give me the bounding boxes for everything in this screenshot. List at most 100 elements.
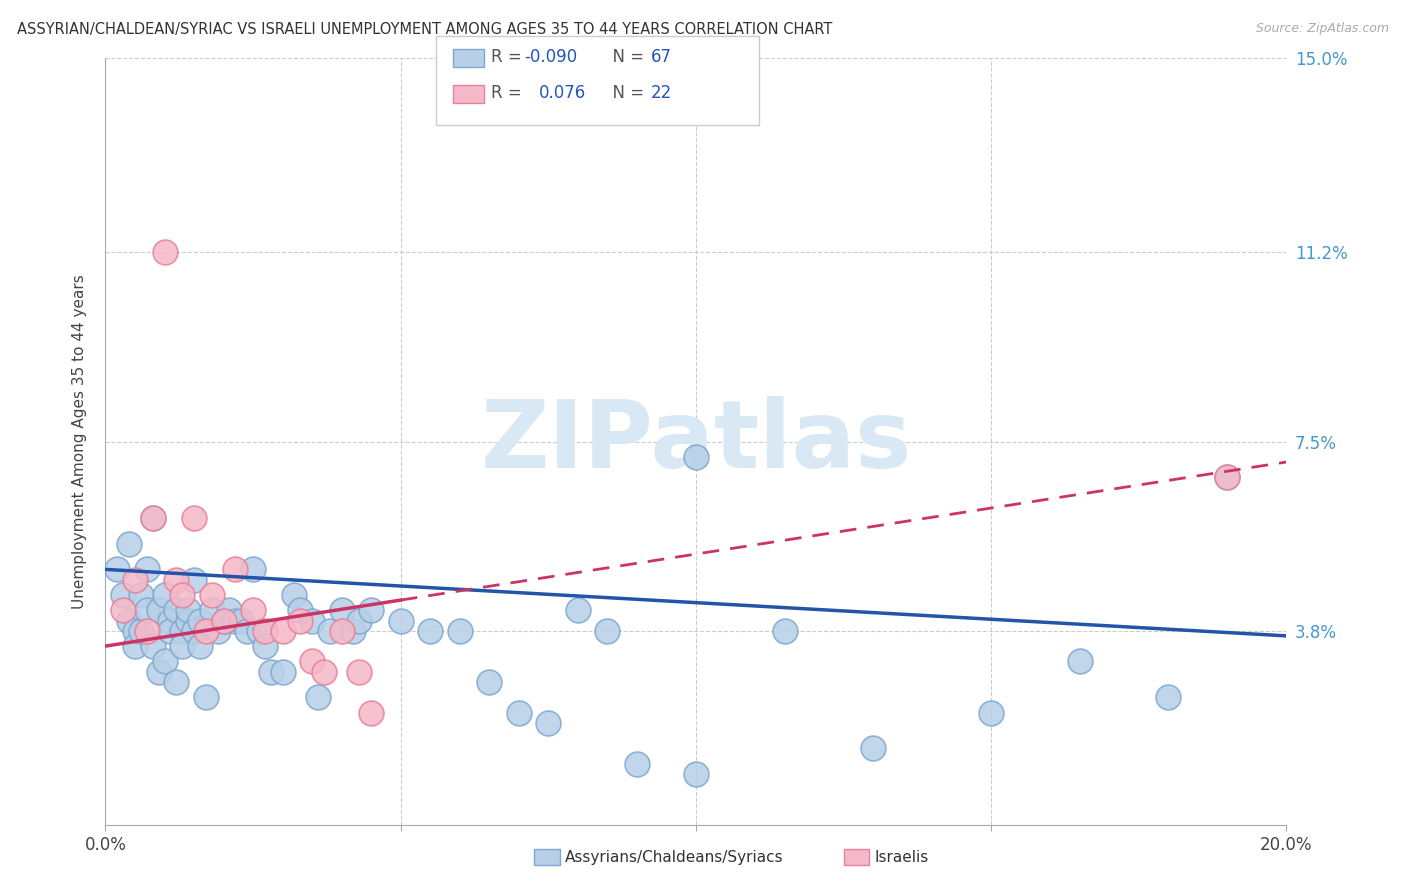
Point — [360, 706, 382, 720]
Point — [207, 624, 229, 638]
Point — [537, 715, 560, 730]
Point — [508, 706, 530, 720]
Point — [1216, 470, 1239, 484]
Point — [242, 603, 264, 617]
Point — [129, 624, 152, 638]
Point — [159, 624, 181, 638]
Point — [271, 624, 294, 638]
Point — [419, 624, 441, 638]
Point — [301, 655, 323, 669]
Point — [148, 665, 170, 679]
Point — [330, 603, 353, 617]
Point — [224, 614, 246, 628]
Point — [212, 614, 235, 628]
Point — [183, 511, 205, 525]
Point — [253, 639, 276, 653]
Text: ZIPatlas: ZIPatlas — [481, 395, 911, 488]
Point — [153, 588, 176, 602]
Point — [183, 624, 205, 638]
Text: R =: R = — [491, 84, 527, 102]
Point — [242, 562, 264, 576]
Point — [349, 665, 371, 679]
Point — [148, 603, 170, 617]
Point — [135, 562, 157, 576]
Point — [449, 624, 471, 638]
Point — [112, 603, 135, 617]
Point — [188, 639, 211, 653]
Point — [253, 624, 276, 638]
Point — [129, 588, 152, 602]
Text: 67: 67 — [651, 48, 672, 66]
Point — [567, 603, 589, 617]
Point — [118, 614, 141, 628]
Point — [283, 588, 305, 602]
Point — [112, 588, 135, 602]
Point — [307, 690, 329, 705]
Text: R =: R = — [491, 48, 527, 66]
Text: N =: N = — [602, 48, 650, 66]
Point — [349, 614, 371, 628]
Point — [231, 614, 253, 628]
Point — [201, 588, 224, 602]
Point — [153, 245, 176, 260]
Point — [685, 767, 707, 781]
Point — [194, 690, 217, 705]
Point — [626, 756, 648, 771]
Text: Source: ZipAtlas.com: Source: ZipAtlas.com — [1256, 22, 1389, 36]
Text: ASSYRIAN/CHALDEAN/SYRIAC VS ISRAELI UNEMPLOYMENT AMONG AGES 35 TO 44 YEARS CORRE: ASSYRIAN/CHALDEAN/SYRIAC VS ISRAELI UNEM… — [17, 22, 832, 37]
Point — [165, 573, 187, 587]
Point — [177, 603, 200, 617]
Point — [135, 603, 157, 617]
Point — [142, 639, 165, 653]
Point — [1157, 690, 1180, 705]
Point — [194, 624, 217, 638]
Text: 22: 22 — [651, 84, 672, 102]
Point — [142, 511, 165, 525]
Point — [247, 624, 270, 638]
Text: N =: N = — [602, 84, 650, 102]
Point — [142, 511, 165, 525]
Text: Assyrians/Chaldeans/Syriacs: Assyrians/Chaldeans/Syriacs — [565, 850, 783, 864]
Point — [165, 674, 187, 689]
Point — [177, 614, 200, 628]
Point — [342, 624, 364, 638]
Point — [188, 614, 211, 628]
Point — [312, 665, 335, 679]
Point — [330, 624, 353, 638]
Point — [271, 665, 294, 679]
Point — [260, 665, 283, 679]
Y-axis label: Unemployment Among Ages 35 to 44 years: Unemployment Among Ages 35 to 44 years — [72, 274, 87, 609]
Point — [290, 603, 312, 617]
Point — [1069, 655, 1091, 669]
Point — [301, 614, 323, 628]
Point — [172, 639, 194, 653]
Point — [165, 603, 187, 617]
Point — [478, 674, 501, 689]
Point — [124, 624, 146, 638]
Point — [172, 588, 194, 602]
Point — [862, 741, 884, 756]
Point — [159, 614, 181, 628]
Point — [153, 655, 176, 669]
Point — [118, 537, 141, 551]
Point — [135, 624, 157, 638]
Point — [172, 624, 194, 638]
Point — [218, 603, 240, 617]
Point — [224, 562, 246, 576]
Point — [201, 603, 224, 617]
Point — [360, 603, 382, 617]
Point — [1216, 470, 1239, 484]
Point — [124, 573, 146, 587]
Point — [183, 573, 205, 587]
Text: Israelis: Israelis — [875, 850, 929, 864]
Point — [389, 614, 412, 628]
Point — [212, 614, 235, 628]
Point — [980, 706, 1002, 720]
Point — [773, 624, 796, 638]
Point — [319, 624, 342, 638]
Point — [236, 624, 259, 638]
Point — [685, 450, 707, 464]
Point — [290, 614, 312, 628]
Point — [105, 562, 128, 576]
Point — [596, 624, 619, 638]
